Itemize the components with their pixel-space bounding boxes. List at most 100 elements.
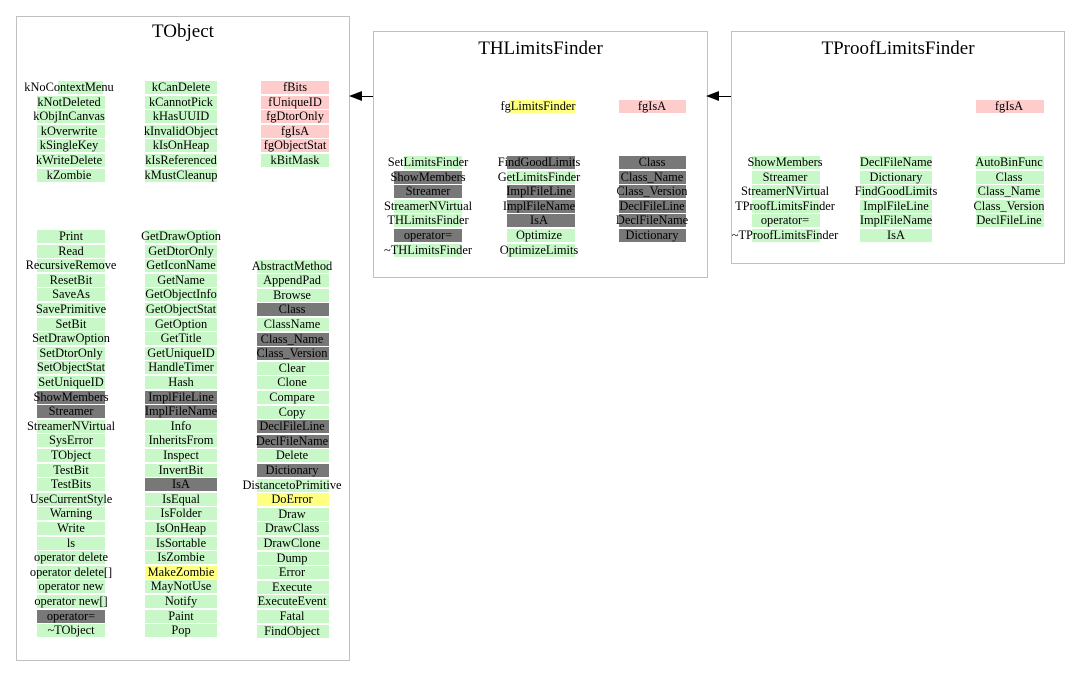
member-bar — [619, 199, 686, 213]
member-label: GetDrawOption — [141, 229, 221, 243]
member-label: IsA — [530, 213, 548, 228]
member-bar — [404, 156, 462, 169]
member-bar — [752, 199, 820, 213]
member-bar — [37, 522, 105, 535]
member-label: MakeZombie — [147, 564, 215, 579]
member-label: IsFolder — [160, 506, 202, 521]
member-item: StreamerNVirtual — [732, 185, 1066, 199]
arrow-head-icon — [706, 91, 719, 101]
member-item: Print — [17, 230, 351, 243]
member-label: ClassName — [263, 316, 321, 331]
member-bar — [394, 214, 462, 228]
member-label: RecursiveRemove — [25, 258, 117, 273]
member-item: IsA — [17, 478, 351, 492]
member-item: DeclFileName — [732, 156, 1066, 169]
member-label: ImplFileLine — [506, 184, 572, 199]
member-item: Paint — [17, 609, 351, 623]
member-bar — [257, 259, 329, 273]
member-item: SysError — [17, 433, 351, 448]
member-label: InvertBit — [158, 462, 204, 477]
member-bar — [261, 154, 329, 167]
member-bar — [261, 81, 329, 94]
member-item: fgIsA — [374, 100, 709, 113]
member-bar — [752, 214, 820, 228]
member-label: ~THLimitsFinder — [384, 242, 472, 257]
member-label: DoError — [271, 492, 313, 507]
member-bar — [37, 168, 105, 182]
member-item: Clear — [17, 361, 351, 375]
member-label: IsA — [887, 228, 905, 242]
member-bar — [257, 580, 329, 594]
member-item: Delete — [17, 448, 351, 463]
member-bar — [37, 346, 105, 360]
member-item: fBits — [17, 81, 351, 94]
member-item: kZombie — [17, 168, 351, 182]
member-label: AutoBinFunc — [975, 155, 1043, 169]
member-item: ClassName — [17, 316, 351, 331]
member-label: SysError — [48, 433, 94, 448]
member-item: SaveAs — [17, 287, 351, 302]
member-item: ~THLimitsFinder — [374, 242, 709, 257]
member-label: Class_Name — [977, 184, 1041, 199]
member-bar — [145, 463, 217, 477]
member-bar — [752, 170, 820, 184]
member-item: DrawClass — [17, 522, 351, 536]
member-label: kCanDelete — [151, 80, 211, 94]
member-label: Pop — [171, 623, 191, 638]
member-item: InheritsFrom — [17, 434, 351, 448]
member-label: FindGoodLimits — [497, 155, 581, 169]
member-item: Dictionary — [374, 229, 709, 242]
member-item: kHasUUID — [17, 110, 351, 124]
member-label: ImplFileLine — [863, 198, 929, 213]
member-label: Draw — [278, 506, 306, 521]
member-bar — [145, 507, 217, 521]
member-label: Fatal — [279, 608, 305, 623]
member-bar — [257, 463, 329, 477]
member-bar — [37, 95, 105, 109]
member-item: IsFolder — [17, 506, 351, 521]
member-label: GetName — [157, 272, 205, 287]
member-item: ImplFileName — [732, 214, 1066, 228]
member-label: Write — [57, 521, 85, 535]
member-bar — [976, 156, 1044, 169]
member-label: Class — [638, 155, 666, 169]
member-item: kNotDeleted — [17, 95, 351, 109]
member-bar — [976, 170, 1044, 184]
member-label: ResetBit — [49, 272, 93, 287]
member-label: fBits — [282, 80, 308, 94]
member-label: operator delete — [34, 550, 108, 565]
member-label: kCannotPick — [148, 94, 214, 109]
member-item: ShowMembers — [732, 156, 1066, 169]
class-box-thlimitsfinder: THLimitsFinder fgLimitsFinder fgIsA SetLimi… — [373, 31, 708, 278]
member-item: Pop — [17, 623, 351, 638]
member-bar — [145, 565, 217, 579]
member-label: Compare — [269, 389, 315, 404]
member-bar — [261, 110, 329, 124]
member-item: GetName — [17, 272, 351, 287]
member-item: DeclFileName — [374, 214, 709, 228]
member-bar — [145, 595, 217, 608]
member-label: ImplFileName — [144, 404, 218, 419]
member-label: SaveAs — [52, 287, 90, 302]
member-label: StreamerNVirtual — [26, 418, 116, 433]
member-label: Optimize — [515, 228, 563, 242]
member-item: UseCurrentStyle — [17, 492, 351, 506]
member-item: operator= — [732, 214, 1066, 228]
member-item: SetBit — [17, 317, 351, 331]
member-bar — [257, 566, 329, 580]
member-label: IsSortable — [155, 535, 207, 550]
class-title: TProofLimitsFinder — [821, 38, 975, 59]
member-item: ImplFileLine — [732, 198, 1066, 213]
member-label: ls — [66, 535, 76, 550]
member-bar — [976, 214, 1044, 228]
class-box-tprooflimitsfinder: TProofLimitsFinder fgIsA ShowMembers Stream… — [731, 31, 1065, 264]
member-item: IsEqual — [17, 492, 351, 506]
member-bar — [145, 522, 217, 535]
class-box-tobject: TObject kNoContextMenu kNotDeleted kObjInCa… — [16, 16, 350, 661]
member-bar — [145, 303, 217, 316]
member-label: TProofLimitsFinder — [735, 198, 835, 213]
member-label: Hash — [168, 375, 194, 389]
member-label: Delete — [275, 448, 309, 463]
member-bar — [257, 376, 329, 390]
member-label: Execute — [272, 579, 312, 594]
